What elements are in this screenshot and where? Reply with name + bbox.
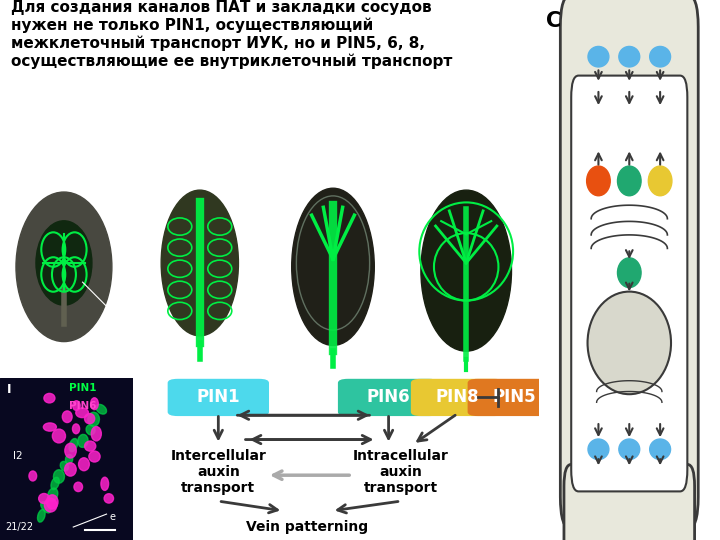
Text: F: F [140,194,148,207]
Text: Intercellular
auxin
transport: Intercellular auxin transport [171,449,266,495]
Ellipse shape [84,414,95,424]
Ellipse shape [421,190,511,351]
Ellipse shape [65,463,76,476]
Text: l2: l2 [14,451,23,461]
Ellipse shape [588,292,671,394]
Ellipse shape [63,411,72,422]
Text: 21/22: 21/22 [5,522,33,532]
Ellipse shape [588,439,609,460]
Ellipse shape [78,434,88,448]
Text: C: C [546,11,561,31]
Ellipse shape [36,221,92,305]
Ellipse shape [66,455,73,464]
Ellipse shape [649,439,670,460]
Text: H: H [406,194,417,207]
Ellipse shape [65,443,76,458]
Ellipse shape [86,425,95,435]
FancyBboxPatch shape [571,76,688,491]
Ellipse shape [587,166,611,195]
Text: 2.5 DAG: 2.5 DAG [222,194,262,204]
Ellipse shape [96,404,107,414]
Ellipse shape [47,495,58,509]
Ellipse shape [60,461,68,471]
Text: PIN8: PIN8 [436,388,480,407]
Text: 1 DAG: 1 DAG [99,194,129,204]
Ellipse shape [41,502,51,513]
Text: 28/29: 28/29 [6,359,35,368]
Text: 27/29: 27/29 [406,359,434,368]
Text: Intracellular
auxin
transport: Intracellular auxin transport [353,449,449,495]
Text: Для создания каналов ПАТ и закладки сосудов
нужен не только PIN1, осуществляющий: Для создания каналов ПАТ и закладки сосу… [11,0,452,69]
Ellipse shape [78,458,89,471]
Ellipse shape [73,401,80,410]
Text: 30/31: 30/31 [273,359,301,368]
Ellipse shape [53,470,65,483]
Ellipse shape [292,188,374,346]
Ellipse shape [618,258,641,287]
Ellipse shape [588,46,609,67]
Text: 3 DAG: 3 DAG [365,194,395,204]
Ellipse shape [104,494,114,503]
Ellipse shape [53,429,66,443]
Text: PIN1: PIN1 [197,388,240,407]
Ellipse shape [37,509,45,522]
Ellipse shape [88,412,99,427]
Ellipse shape [91,427,102,441]
FancyBboxPatch shape [564,464,695,540]
Ellipse shape [649,46,670,67]
Text: PIN6: PIN6 [366,388,410,407]
Text: 12/13: 12/13 [140,359,168,368]
Text: PIN6: PIN6 [69,401,96,411]
Text: PIN1: PIN1 [69,383,96,393]
Ellipse shape [73,424,80,434]
FancyBboxPatch shape [168,379,269,416]
Ellipse shape [84,441,96,451]
Ellipse shape [39,494,50,504]
Ellipse shape [43,423,56,431]
Ellipse shape [76,408,89,417]
Text: 4 DAG: 4 DAG [498,194,528,204]
Ellipse shape [74,482,83,491]
Ellipse shape [161,190,238,336]
Ellipse shape [16,192,112,342]
Ellipse shape [618,166,641,195]
Ellipse shape [619,439,639,460]
FancyBboxPatch shape [467,379,561,416]
Ellipse shape [619,46,639,67]
Ellipse shape [51,477,59,490]
Text: Vein patterning: Vein patterning [246,520,369,534]
Ellipse shape [29,471,37,481]
FancyBboxPatch shape [338,379,439,416]
Ellipse shape [89,451,100,462]
Ellipse shape [48,488,58,501]
Text: G: G [273,194,283,207]
Ellipse shape [69,438,78,451]
Text: PIN5: PIN5 [492,388,536,407]
Text: e: e [109,512,115,522]
Text: I: I [6,383,12,396]
Ellipse shape [91,398,98,410]
FancyBboxPatch shape [560,0,698,529]
Ellipse shape [44,394,55,403]
Ellipse shape [648,166,672,195]
Text: E: E [6,194,15,207]
FancyBboxPatch shape [411,379,504,416]
Text: e: e [112,308,117,318]
Ellipse shape [101,477,109,490]
Ellipse shape [45,498,57,512]
